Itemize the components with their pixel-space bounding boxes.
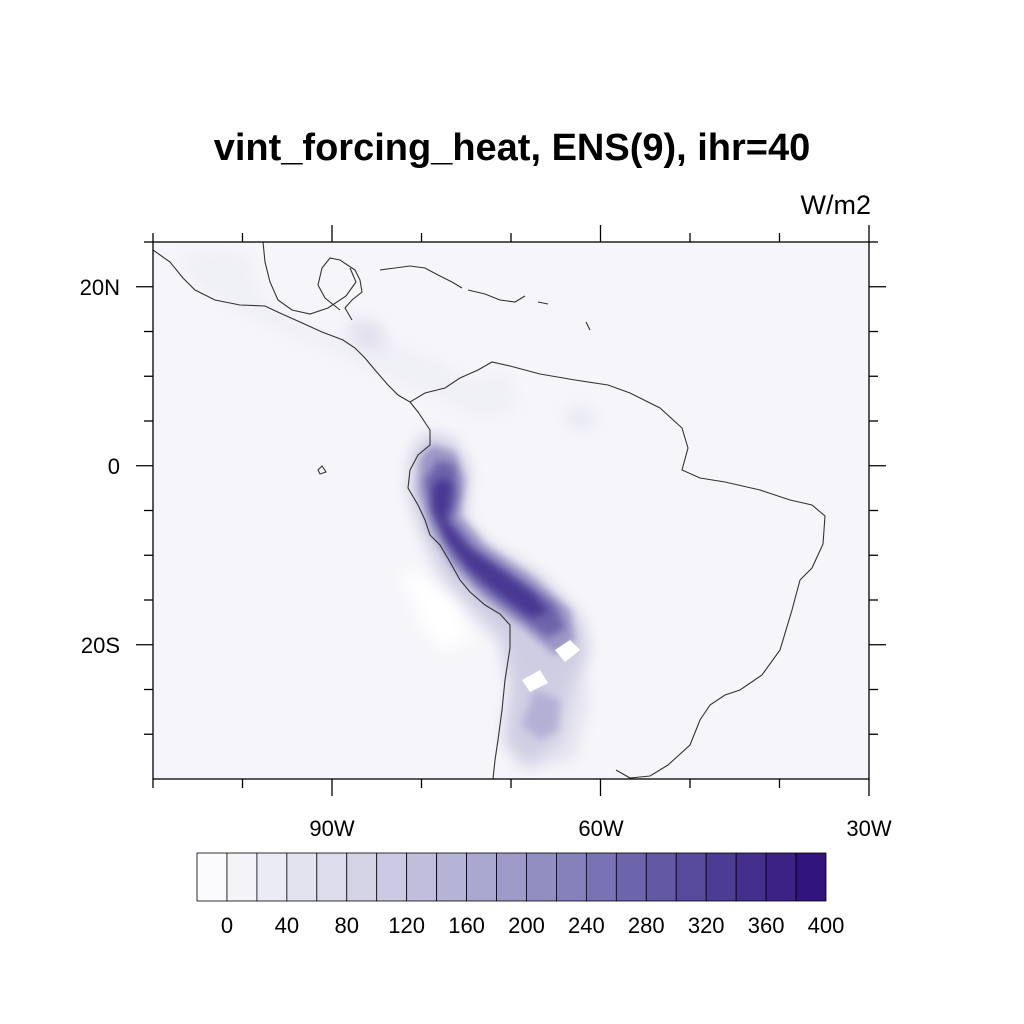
colorbar-swatch (585, 852, 617, 902)
units-label: W/m2 (801, 190, 872, 220)
colorbar-swatch (496, 852, 527, 902)
colorbar-swatch (795, 852, 827, 902)
colorbar-swatch (376, 852, 408, 902)
colorbar-label: 40 (275, 913, 299, 938)
colorbar-label: 360 (748, 913, 785, 938)
colorbar-swatch (526, 852, 557, 902)
axis-ticks (136, 225, 886, 796)
colorbar-label: 0 (221, 913, 233, 938)
colorbar-label: 400 (808, 913, 845, 938)
colorbar-label: 320 (688, 913, 725, 938)
x-tick-label-30w: 30W (846, 816, 891, 841)
plot-title: vint_forcing_heat, ENS(9), ihr=40 (214, 127, 811, 169)
y-tick-label-20s: 20S (81, 633, 120, 658)
field-andes-heating (408, 432, 590, 765)
colorbar-swatch (316, 852, 348, 902)
colorbar-swatch (675, 852, 707, 902)
y-tick-label-0: 0 (108, 454, 120, 479)
colorbar-label: 200 (508, 913, 545, 938)
y-axis-labels: 20N 0 20S (80, 275, 120, 658)
colorbar-swatch (286, 852, 318, 902)
colorbar-swatch (256, 852, 288, 902)
y-tick-label-20n: 20N (80, 275, 120, 300)
colorbar-label: 80 (335, 913, 359, 938)
colorbar-swatch (556, 852, 587, 902)
colorbar-swatch (466, 852, 497, 902)
colorbar-swatch (406, 852, 438, 902)
map-panel (153, 242, 869, 779)
colorbar-swatch (436, 852, 467, 902)
colorbar-swatch (615, 852, 647, 902)
colorbar-label: 240 (568, 913, 605, 938)
colorbar-swatch (226, 852, 258, 902)
colorbar-swatch (705, 852, 737, 902)
colorbar-label: 280 (628, 913, 665, 938)
coastlines (153, 242, 826, 779)
colorbar-swatch (645, 852, 677, 902)
colorbar-swatch (735, 852, 767, 902)
colorbar-swatch (765, 852, 797, 902)
colorbar: 0 40 80 120 160 200 240 280 320 360 400 (196, 852, 845, 938)
colorbar-swatch (346, 852, 378, 902)
colorbar-swatch (196, 852, 228, 902)
x-axis-labels: 90W 60W 30W (309, 816, 891, 841)
colorbar-label: 160 (448, 913, 485, 938)
colorbar-label: 120 (388, 913, 425, 938)
x-tick-label-90w: 90W (309, 816, 354, 841)
x-tick-label-60w: 60W (578, 816, 623, 841)
